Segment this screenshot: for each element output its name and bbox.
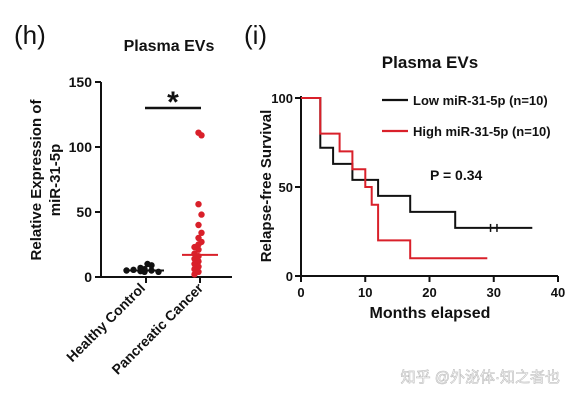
panel-h-ylabel: Relative Expression of miR-31-5p [28, 99, 64, 261]
panel-i-y-tick-label: 100 [271, 91, 293, 106]
data-point [144, 260, 151, 268]
panel-i-tick-labels: 0 50 100 0 10 20 30 40 [271, 91, 565, 300]
panel-i-x-tick-label: 40 [551, 285, 565, 300]
panel-h-y-tick-label: 100 [69, 139, 93, 155]
data-point [195, 246, 202, 253]
panel-i-x-tick-label: 30 [487, 285, 501, 300]
data-point [123, 267, 130, 274]
panel-i-survival-curves [301, 97, 533, 260]
panel-i-pvalue: P = 0.34 [430, 167, 483, 183]
data-point [198, 229, 205, 236]
panel-i-y-tick-label: 50 [279, 180, 293, 195]
panel-i-xlabel: Months elapsed [370, 305, 491, 322]
data-point [137, 264, 144, 272]
panel-i-x-tick-label: 20 [422, 285, 436, 300]
panel-i-x-tick-label: 0 [297, 285, 304, 300]
panel-h-y-tick-label: 0 [84, 269, 92, 285]
data-point [191, 271, 198, 278]
panel-i-y-tick-label: 0 [286, 269, 293, 284]
panel-i-label: (i) [244, 20, 267, 50]
survival-curve-high [301, 97, 488, 260]
panel-i-title: Plasma EVs [382, 53, 478, 72]
survival-curve-low [301, 97, 533, 229]
watermark-text: 知乎 @外泌体·知之者也 [401, 369, 560, 386]
panel-h-ylabel-line1: Relative Expression of [28, 99, 45, 261]
data-point [198, 132, 205, 139]
panel-h-axes [95, 81, 232, 283]
panel-h-medians [128, 253, 218, 272]
panel-h-data-points [123, 129, 205, 278]
significance-star: * [167, 86, 179, 119]
data-point [195, 221, 202, 229]
panel-h-ylabel-line2: miR-31-5p [47, 144, 64, 217]
panel-i-x-tick-label: 10 [358, 285, 372, 300]
legend-high-label: High miR-31-5p (n=10) [413, 124, 551, 139]
panel-h-tick-labels: 0 50 100 150 [69, 74, 93, 285]
data-point [198, 211, 205, 218]
panel-i-legend: Low miR-31-5p (n=10) High miR-31-5p (n=1… [382, 93, 551, 139]
panel-i-axes [295, 96, 559, 282]
legend-low-label: Low miR-31-5p (n=10) [413, 93, 548, 108]
panel-h-title: Plasma EVs [124, 38, 215, 55]
data-point [195, 201, 202, 208]
panel-h-label: (h) [14, 20, 46, 50]
panel-i-ylabel: Relapse-free Survival [258, 110, 275, 263]
panel-h-y-tick-label: 150 [69, 74, 93, 90]
panel-h-y-tick-label: 50 [76, 204, 92, 220]
